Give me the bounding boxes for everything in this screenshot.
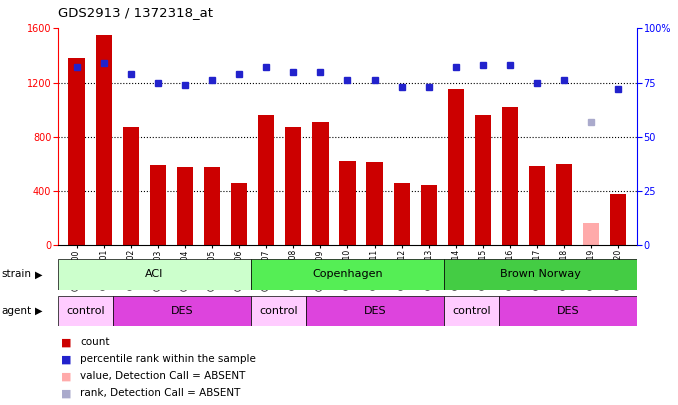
Text: ■: ■ [61, 388, 71, 398]
Bar [529, 166, 545, 245]
Bar [393, 183, 410, 245]
Bar [285, 127, 302, 245]
Bar [475, 115, 491, 245]
Bar [58, 259, 251, 290]
Text: DES: DES [364, 306, 386, 316]
Text: ■: ■ [61, 371, 71, 381]
Bar [313, 122, 329, 245]
Bar [499, 296, 637, 326]
Text: control: control [452, 306, 491, 316]
Text: percentile rank within the sample: percentile rank within the sample [80, 354, 256, 364]
Text: Brown Norway: Brown Norway [500, 269, 581, 279]
Bar [258, 115, 275, 245]
Bar [610, 194, 626, 245]
Bar [340, 161, 355, 245]
Bar [306, 296, 444, 326]
Text: control: control [66, 306, 104, 316]
Bar [123, 127, 139, 245]
Text: DES: DES [557, 306, 580, 316]
Bar [231, 183, 247, 245]
Bar [58, 296, 113, 326]
Bar [583, 224, 599, 245]
Text: value, Detection Call = ABSENT: value, Detection Call = ABSENT [80, 371, 245, 381]
Text: ▶: ▶ [35, 306, 43, 316]
Text: agent: agent [1, 306, 31, 316]
Text: Copenhagen: Copenhagen [312, 269, 383, 279]
Text: ▶: ▶ [35, 269, 43, 279]
Bar [96, 35, 112, 245]
Bar [444, 296, 499, 326]
Bar [204, 167, 220, 245]
Bar [444, 259, 637, 290]
Text: rank, Detection Call = ABSENT: rank, Detection Call = ABSENT [80, 388, 241, 398]
Bar [447, 89, 464, 245]
Text: control: control [259, 306, 298, 316]
Bar [556, 164, 572, 245]
Text: GDS2913 / 1372318_at: GDS2913 / 1372318_at [58, 6, 213, 19]
Text: count: count [80, 337, 110, 347]
Bar [366, 162, 382, 245]
Bar [113, 296, 251, 326]
Bar [251, 259, 444, 290]
Text: ACI: ACI [145, 269, 163, 279]
Bar [150, 165, 166, 245]
Text: DES: DES [171, 306, 193, 316]
Bar [177, 167, 193, 245]
Text: ■: ■ [61, 354, 71, 364]
Bar [502, 107, 518, 245]
Bar [251, 296, 306, 326]
Bar [420, 185, 437, 245]
Text: strain: strain [1, 269, 31, 279]
Text: ■: ■ [61, 337, 71, 347]
Bar [68, 58, 85, 245]
